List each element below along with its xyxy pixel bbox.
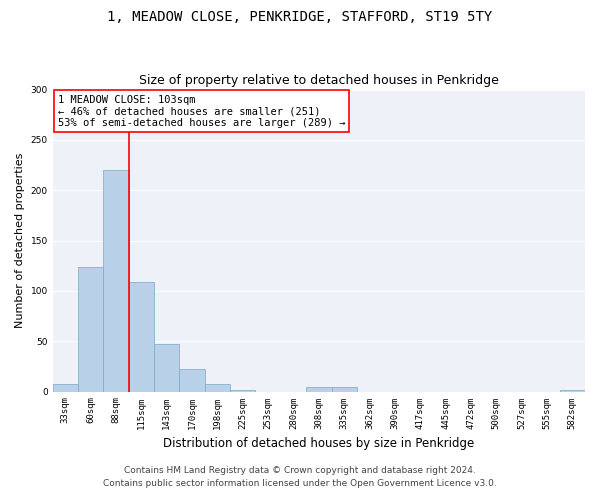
Bar bbox=[179, 370, 205, 392]
Text: 1 MEADOW CLOSE: 103sqm
← 46% of detached houses are smaller (251)
53% of semi-de: 1 MEADOW CLOSE: 103sqm ← 46% of detached… bbox=[58, 94, 345, 128]
Bar bbox=[103, 170, 129, 392]
Y-axis label: Number of detached properties: Number of detached properties bbox=[15, 153, 25, 328]
Text: Contains HM Land Registry data © Crown copyright and database right 2024.
Contai: Contains HM Land Registry data © Crown c… bbox=[103, 466, 497, 487]
Title: Size of property relative to detached houses in Penkridge: Size of property relative to detached ho… bbox=[139, 74, 499, 87]
Bar bbox=[154, 344, 179, 392]
Bar bbox=[78, 266, 103, 392]
Bar bbox=[332, 386, 357, 392]
Bar bbox=[560, 390, 585, 392]
Bar bbox=[306, 386, 332, 392]
Bar bbox=[53, 384, 78, 392]
Bar bbox=[129, 282, 154, 392]
Bar bbox=[230, 390, 256, 392]
Text: 1, MEADOW CLOSE, PENKRIDGE, STAFFORD, ST19 5TY: 1, MEADOW CLOSE, PENKRIDGE, STAFFORD, ST… bbox=[107, 10, 493, 24]
X-axis label: Distribution of detached houses by size in Penkridge: Distribution of detached houses by size … bbox=[163, 437, 475, 450]
Bar bbox=[205, 384, 230, 392]
